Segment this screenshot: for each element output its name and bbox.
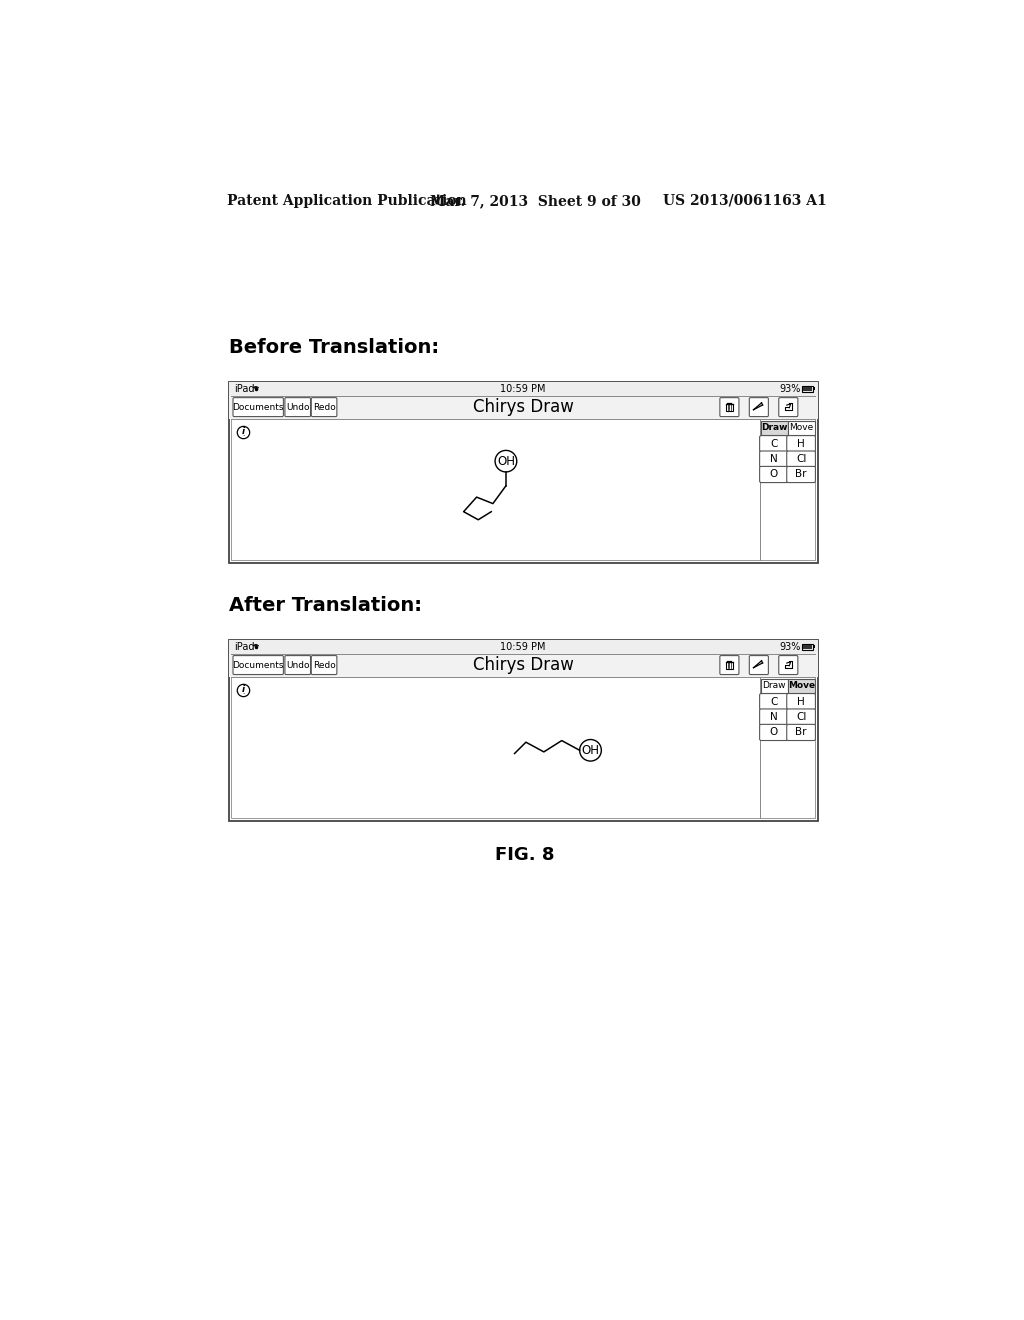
Text: Documents: Documents: [232, 403, 284, 412]
FancyBboxPatch shape: [311, 397, 337, 417]
Text: .: .: [243, 432, 245, 437]
Bar: [788, 678, 815, 693]
FancyBboxPatch shape: [786, 709, 815, 725]
Text: Draw: Draw: [763, 681, 786, 690]
FancyBboxPatch shape: [760, 725, 788, 741]
Bar: [726, 404, 732, 411]
FancyBboxPatch shape: [786, 436, 815, 451]
Text: iPad: iPad: [234, 642, 255, 652]
Bar: [813, 645, 815, 648]
FancyBboxPatch shape: [750, 397, 768, 417]
Text: OH: OH: [582, 743, 599, 756]
Text: Draw: Draw: [761, 424, 787, 433]
Text: Move: Move: [787, 681, 815, 690]
FancyBboxPatch shape: [760, 451, 788, 467]
Text: 10:59 PM: 10:59 PM: [501, 642, 546, 652]
Text: i: i: [242, 428, 245, 436]
Text: Redo: Redo: [312, 403, 336, 412]
Bar: [231, 642, 815, 818]
Bar: [813, 387, 815, 391]
Bar: [228, 381, 818, 562]
Bar: [228, 396, 818, 418]
FancyBboxPatch shape: [760, 466, 788, 483]
Bar: [231, 384, 815, 561]
Text: Chirys Draw: Chirys Draw: [473, 656, 573, 675]
Text: Mar. 7, 2013  Sheet 9 of 30: Mar. 7, 2013 Sheet 9 of 30: [430, 194, 641, 207]
Bar: [802, 644, 813, 649]
Text: N: N: [770, 454, 778, 465]
Bar: [761, 678, 787, 693]
Text: C: C: [770, 697, 777, 706]
Text: Chirys Draw: Chirys Draw: [473, 399, 573, 416]
Text: FIG. 8: FIG. 8: [495, 846, 555, 865]
Text: OH: OH: [497, 454, 515, 467]
FancyBboxPatch shape: [786, 693, 815, 710]
FancyBboxPatch shape: [786, 466, 815, 483]
Bar: [788, 421, 815, 434]
FancyBboxPatch shape: [760, 709, 788, 725]
FancyBboxPatch shape: [760, 436, 788, 451]
FancyBboxPatch shape: [720, 656, 739, 675]
FancyBboxPatch shape: [720, 397, 739, 417]
Text: Undo: Undo: [286, 660, 309, 669]
Text: N: N: [770, 711, 778, 722]
Text: C: C: [770, 438, 777, 449]
Bar: [228, 381, 818, 396]
FancyBboxPatch shape: [786, 725, 815, 741]
FancyBboxPatch shape: [285, 656, 310, 675]
FancyBboxPatch shape: [779, 656, 798, 675]
Text: Patent Application Publication: Patent Application Publication: [227, 194, 467, 207]
Text: O: O: [770, 470, 778, 479]
Bar: [761, 421, 787, 434]
Bar: [803, 387, 812, 391]
Text: Move: Move: [790, 424, 814, 433]
Text: US 2013/0061163 A1: US 2013/0061163 A1: [663, 194, 826, 207]
FancyBboxPatch shape: [285, 397, 310, 417]
FancyBboxPatch shape: [760, 693, 788, 710]
Bar: [228, 640, 818, 821]
FancyBboxPatch shape: [233, 656, 284, 675]
Text: .: .: [243, 689, 245, 696]
FancyBboxPatch shape: [233, 397, 284, 417]
Text: 93%: 93%: [779, 642, 801, 652]
Text: iPad: iPad: [234, 384, 255, 393]
Bar: [726, 661, 732, 668]
Text: Before Translation:: Before Translation:: [228, 338, 439, 358]
Text: Redo: Redo: [312, 660, 336, 669]
FancyBboxPatch shape: [779, 397, 798, 417]
Text: i: i: [242, 685, 245, 694]
Text: 10:59 PM: 10:59 PM: [501, 384, 546, 393]
Bar: [802, 385, 813, 392]
Text: Documents: Documents: [232, 660, 284, 669]
Bar: [228, 640, 818, 653]
FancyBboxPatch shape: [786, 451, 815, 467]
Text: Undo: Undo: [286, 403, 309, 412]
Text: 93%: 93%: [779, 384, 801, 393]
Text: Cl: Cl: [796, 454, 806, 465]
Bar: [228, 653, 818, 677]
Text: Br: Br: [796, 727, 807, 738]
Text: H: H: [798, 697, 805, 706]
FancyBboxPatch shape: [750, 656, 768, 675]
Text: Cl: Cl: [796, 711, 806, 722]
Text: Br: Br: [796, 470, 807, 479]
Text: O: O: [770, 727, 778, 738]
Bar: [803, 644, 812, 648]
FancyBboxPatch shape: [311, 656, 337, 675]
Text: After Translation:: After Translation:: [228, 597, 422, 615]
Text: H: H: [798, 438, 805, 449]
